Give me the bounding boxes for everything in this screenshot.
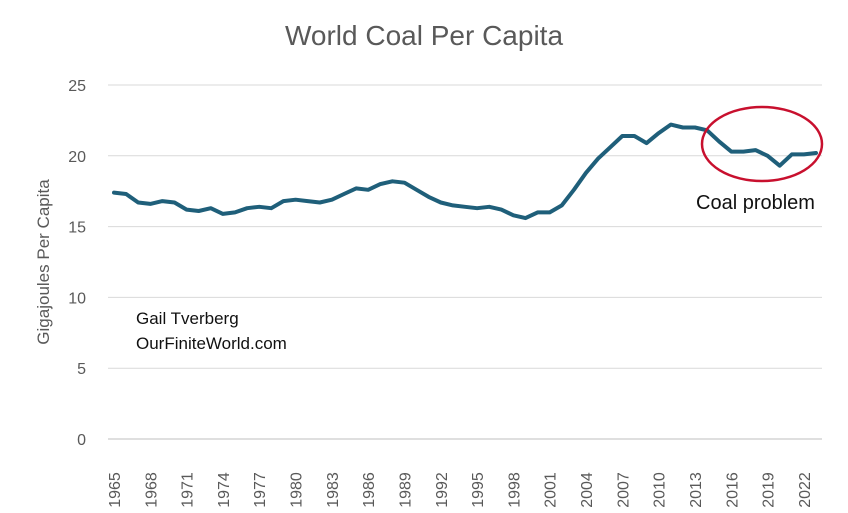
x-tick-label: 1986	[361, 472, 378, 508]
y-axis-label: Gigajoules Per Capita	[34, 179, 53, 345]
author-annotation: Gail Tverberg	[136, 309, 239, 328]
x-tick-label: 2004	[579, 472, 596, 508]
x-tick-label: 2016	[724, 472, 741, 508]
x-tick-label: 2022	[797, 472, 814, 508]
series-line	[112, 122, 818, 221]
coal-problem-ellipse	[700, 105, 824, 183]
y-tick-label: 0	[77, 432, 86, 449]
x-tick-label: 1980	[289, 472, 306, 508]
x-tick-labels: 1965 1968 1971 1974 1977 1980 1983 1986 1989 1992…	[107, 472, 814, 508]
chart-title: World Coal Per Capita	[285, 20, 563, 51]
x-tick-label: 1971	[180, 472, 197, 508]
y-tick-label: 25	[68, 78, 86, 95]
y-tick-label: 15	[68, 220, 86, 237]
x-tick-label: 1995	[470, 472, 487, 508]
x-tick-label: 1992	[434, 472, 451, 508]
x-tick-label: 1977	[252, 472, 269, 508]
x-tick-label: 1968	[143, 472, 160, 508]
x-tick-label: 2010	[652, 472, 669, 508]
x-tick-label: 1974	[216, 472, 233, 508]
x-tick-label: 2019	[761, 472, 778, 508]
y-tick-label: 5	[77, 361, 86, 378]
y-tick-labels: 0 5 10 15 20 25	[68, 78, 86, 449]
gridlines	[108, 84, 822, 440]
x-tick-label: 1998	[506, 472, 523, 508]
coal-problem-label: Coal problem	[696, 192, 815, 214]
website-annotation: OurFiniteWorld.com	[136, 334, 287, 353]
series-world-coal	[112, 122, 818, 221]
x-tick-label: 1989	[397, 472, 414, 508]
x-tick-label: 1983	[325, 472, 342, 508]
x-tick-label: 2013	[688, 472, 705, 508]
x-tick-label: 2001	[543, 472, 560, 508]
x-tick-label: 2007	[615, 472, 632, 508]
y-tick-label: 20	[68, 149, 86, 166]
x-tick-label: 1965	[107, 472, 124, 508]
y-tick-label: 10	[68, 290, 86, 307]
